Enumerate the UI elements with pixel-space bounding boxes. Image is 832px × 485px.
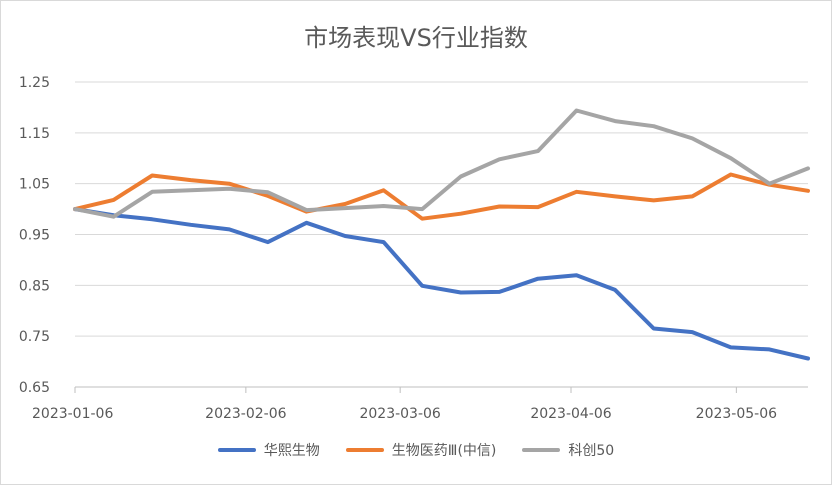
- series-line-2: [73, 108, 810, 219]
- legend-swatch-series-0: [217, 448, 256, 452]
- legend-swatch-series-2: [522, 448, 561, 452]
- legend-item-series-0: 华熙生物: [217, 440, 320, 460]
- legend-label-series-2: 科创50: [568, 443, 615, 459]
- chart-title: 市场表现VS行业指数: [304, 24, 528, 52]
- y-tick-label-4: 0.85: [19, 278, 50, 294]
- legend-item-series-2: 科创50: [522, 440, 614, 460]
- legend-label-series-1: 生物医药Ⅲ(中信): [391, 443, 497, 459]
- legend: 华熙生物 生物医药Ⅲ(中信) 科创50: [0, 440, 832, 460]
- series-line-1: [73, 172, 810, 221]
- y-tick-label-1: 1.15: [19, 126, 50, 142]
- x-tick-label-4: 2023-05-06: [696, 406, 777, 422]
- series-line-0: [73, 207, 810, 361]
- legend-label-series-0: 华熙生物: [263, 443, 320, 459]
- y-tick-label-2: 1.05: [19, 177, 50, 193]
- legend-swatch-series-1: [345, 448, 384, 452]
- x-tick-label-0: 2023-01-06: [32, 406, 113, 422]
- x-tick-label-2: 2023-03-06: [359, 406, 440, 422]
- y-tick-label-0: 1.25: [19, 75, 50, 91]
- y-tick-label-6: 0.65: [19, 380, 50, 396]
- y-tick-label-3: 0.95: [19, 228, 50, 244]
- x-tick-label-3: 2023-04-06: [530, 406, 611, 422]
- y-tick-label-5: 0.75: [19, 329, 50, 345]
- legend-item-series-1: 生物医药Ⅲ(中信): [345, 440, 497, 460]
- x-tick-label-1: 2023-02-06: [205, 406, 286, 422]
